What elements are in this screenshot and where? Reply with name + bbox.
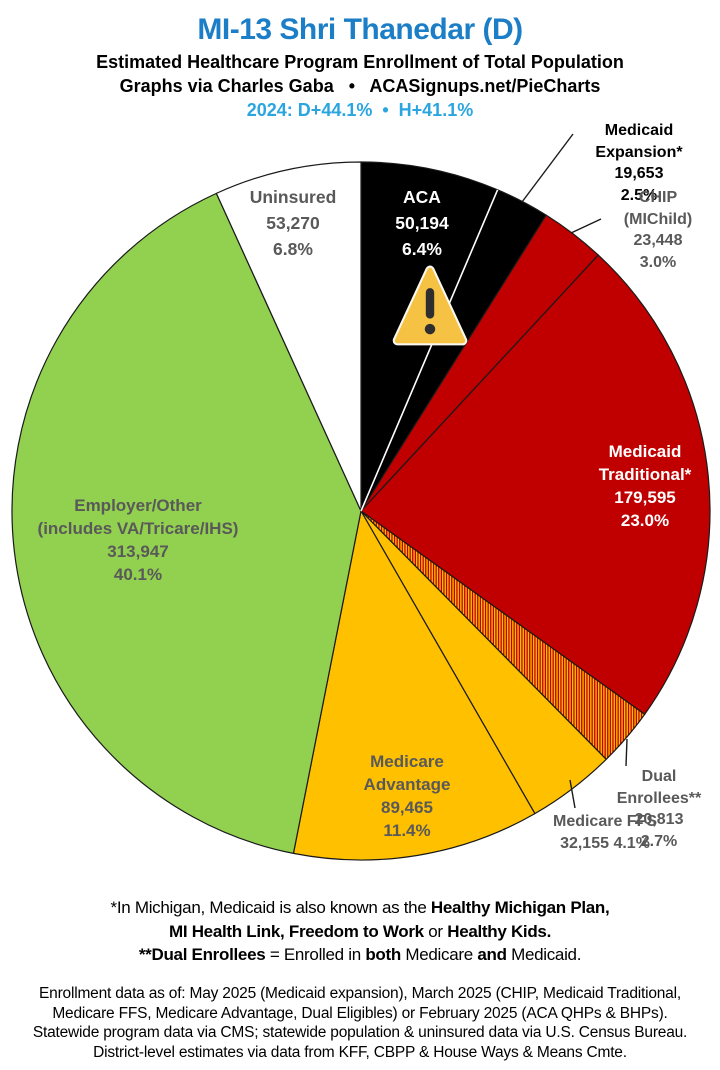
slice-label-employer-other: Employer/Other (includes VA/Tricare/IHS)… bbox=[38, 494, 239, 586]
callout-label-value: 20,813 bbox=[634, 811, 684, 828]
slice-label-pct: 6.4% bbox=[402, 239, 442, 259]
callout-label-value: 23,448 bbox=[633, 232, 683, 249]
pie-slice-medicare bbox=[292, 510, 536, 861]
callout-label-pct: 2.5% bbox=[620, 186, 658, 204]
slice-label-pct: 23.0% bbox=[620, 511, 670, 530]
slice-label-value: 89,465 bbox=[380, 798, 433, 817]
slice-label-text: Employer/Other (includes VA/Tricare/IHS) bbox=[37, 496, 239, 538]
slice-label-text: Uninsured bbox=[249, 187, 337, 207]
callout-label-pct: 3.0% bbox=[639, 253, 677, 271]
callout-label-chip: CHIP (MIChild) 23,448 3.0% bbox=[624, 187, 692, 273]
slice-label-medicare-advantage: Medicare Advantage 89,465 11.4% bbox=[364, 750, 451, 842]
pie-slice-uninsured bbox=[215, 161, 362, 512]
slice-label-uninsured: Uninsured 53,270 6.8% bbox=[250, 184, 337, 262]
callout-label-text: Medicaid Expansion* bbox=[595, 122, 683, 161]
warning-icon bbox=[392, 265, 468, 346]
callout-label-text: Medicare FFS bbox=[552, 813, 658, 830]
callout-label-dual-enrollees: Dual Enrollees** 20,813 2.7% bbox=[617, 766, 701, 852]
slice-label-value: 50,194 bbox=[395, 213, 449, 233]
slice-label-pct: 40.1% bbox=[113, 565, 163, 584]
slice-label-value: 313,947 bbox=[107, 542, 169, 561]
chart-subtitle: Estimated Healthcare Program Enrollment … bbox=[96, 52, 624, 72]
slice-label-value: 53,270 bbox=[266, 213, 320, 233]
callout-label-medicaid-expansion: Medicaid Expansion* 19,653 2.5% bbox=[595, 120, 682, 206]
slice-label-value: 179,595 bbox=[614, 488, 676, 507]
slice-divider bbox=[360, 189, 499, 512]
callout-label-pct: 2.7% bbox=[640, 832, 678, 850]
footnote-medicaid-names: *In Michigan, Medicaid is also known as … bbox=[110, 898, 610, 964]
slice-label-text: Medicaid Traditional* bbox=[598, 442, 692, 484]
slice-label-text: ACA bbox=[403, 187, 441, 207]
chart-header: MI-13 Shri Thanedar (D) Estimated Health… bbox=[0, 0, 720, 122]
callout-leader-line bbox=[569, 779, 576, 809]
partisan-lean: 2024: D+44.1% • H+41.1% bbox=[246, 100, 474, 120]
callout-label-text: CHIP (MIChild) bbox=[623, 189, 693, 228]
callout-label-medicare-ffs: Medicare FFS 32,155 4.1% bbox=[553, 811, 657, 854]
callout-label-value: 19,653 bbox=[614, 165, 664, 182]
chart-credit: Graphs via Charles Gaba • ACASignups.net… bbox=[119, 76, 601, 96]
slice-label-pct: 11.4% bbox=[383, 821, 431, 840]
callout-label-pct: 4.1% bbox=[613, 834, 650, 852]
slice-label-pct: 6.8% bbox=[273, 239, 313, 259]
callout-leader-line bbox=[625, 738, 628, 767]
footnote-data-sources: Enrollment data as of: May 2025 (Medicai… bbox=[32, 985, 688, 1061]
slice-label-aca: ACA 50,194 6.4% bbox=[395, 184, 449, 262]
callout-leader-line bbox=[521, 133, 574, 203]
callout-label-text: Dual Enrollees** bbox=[616, 768, 702, 807]
pie-slice-medicaid bbox=[360, 254, 711, 715]
pie-slice-employerother bbox=[11, 192, 362, 854]
slice-label-medicaid-traditional: Medicaid Traditional* 179,595 23.0% bbox=[599, 440, 692, 532]
callout-label-value: 32,155 bbox=[560, 834, 609, 852]
page-title: MI-13 Shri Thanedar (D) bbox=[197, 13, 523, 46]
slice-label-text: Medicare Advantage bbox=[363, 752, 451, 794]
callout-leader-line bbox=[570, 218, 602, 234]
